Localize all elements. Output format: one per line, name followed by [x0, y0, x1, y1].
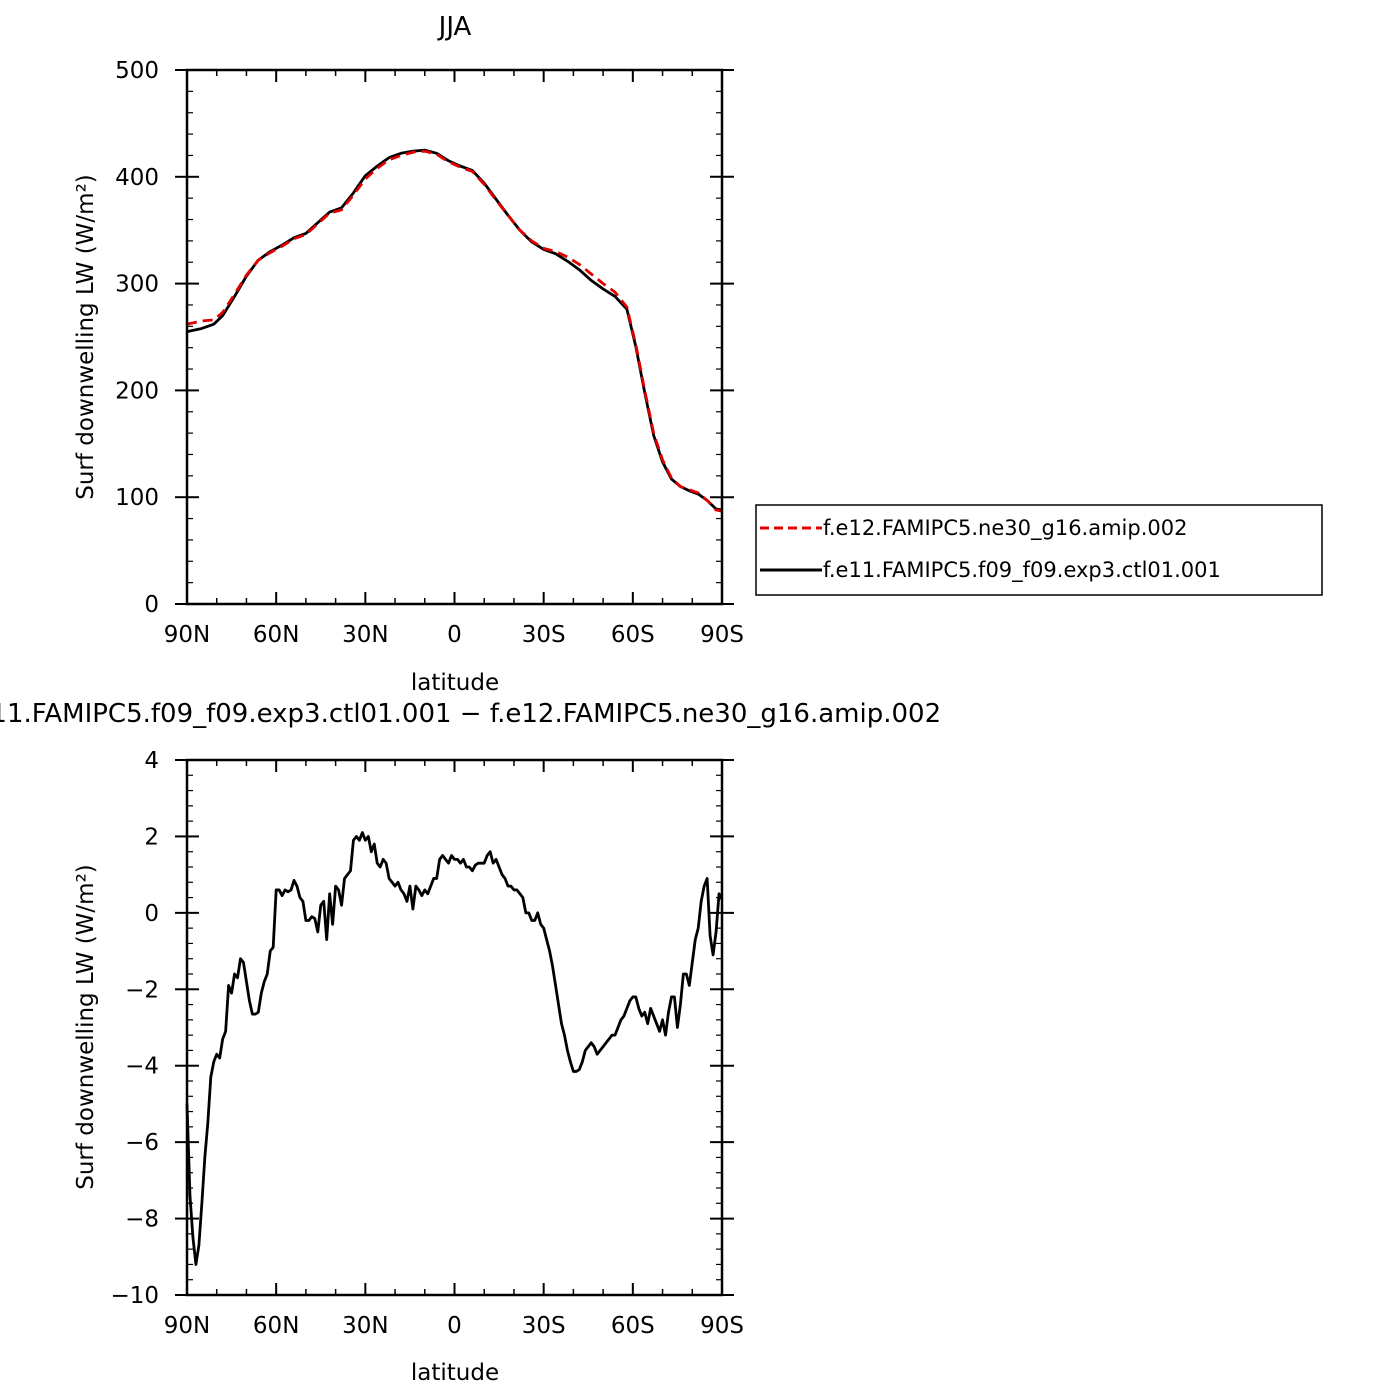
top-x-tick-label: 90N [164, 622, 210, 648]
bottom-x-axis-label: latitude [411, 1360, 499, 1386]
top-x-tick-label: 0 [447, 622, 462, 648]
bottom-y-axis-label: Surf downwelling LW (W/m²) [73, 864, 99, 1190]
top-x-tick-label: 30N [342, 622, 388, 648]
bottom-chart-title: f.e11.FAMIPC5.f09_f09.exp3.ctl01.001 − f… [0, 699, 941, 729]
legend-label-f09: f.e11.FAMIPC5.f09_f09.exp3.ctl01.001 [823, 558, 1221, 583]
bottom-x-tick-label: 90S [700, 1313, 744, 1339]
bottom-y-tick-label: 2 [144, 824, 159, 850]
top-y-tick-label: 400 [115, 165, 159, 191]
top-plot-frame [185, 68, 724, 606]
bottom-series-group [185, 831, 724, 1266]
top-chart-title: JJA [437, 12, 472, 42]
bottom-y-tick-label: 4 [144, 748, 159, 774]
bottom-y-tick-label: −2 [125, 977, 159, 1003]
bottom-x-tick-label: 30N [342, 1313, 388, 1339]
bottom-x-tick-label: 0 [447, 1313, 462, 1339]
top-x-tick-label: 60S [611, 622, 655, 648]
bottom-y-tick-label: −10 [110, 1283, 159, 1309]
bottom-x-tick-labels: 90N 60N 30N 0 30S 60S 90S [164, 1313, 744, 1339]
bottom-panel: f.e11.FAMIPC5.f09_f09.exp3.ctl01.001 − f… [0, 699, 941, 1386]
top-y-tick-labels: 0 100 200 300 400 500 [115, 58, 159, 618]
legend-box [755, 504, 1323, 596]
top-y-axis-label: Surf downwelling LW (W/m²) [73, 174, 99, 500]
top-y-tick-label: 200 [115, 378, 159, 404]
top-x-tick-labels: 90N 60N 30N 0 30S 60S 90S [164, 622, 744, 648]
bottom-x-tick-label: 30S [522, 1313, 566, 1339]
bottom-plot-frame [185, 758, 724, 1297]
top-series-line-0 [186, 149, 723, 513]
top-x-axis-label: latitude [411, 670, 499, 696]
bottom-x-tick-label: 90N [164, 1313, 210, 1339]
bottom-y-tick-label: −4 [125, 1054, 159, 1080]
top-ticks [175, 69, 734, 605]
bottom-y-tick-label: 0 [144, 901, 159, 927]
top-series-line-1 [186, 148, 723, 512]
top-x-tick-label: 30S [522, 622, 566, 648]
top-series-group [186, 148, 723, 513]
top-y-tick-label: 500 [115, 58, 159, 84]
bottom-x-tick-label: 60S [611, 1313, 655, 1339]
bottom-y-tick-label: −6 [125, 1130, 159, 1156]
top-x-tick-label: 60N [253, 622, 299, 648]
legend-label-ne30: f.e12.FAMIPC5.ne30_g16.amip.002 [823, 516, 1187, 541]
bottom-series-line-0 [185, 831, 724, 1266]
top-y-tick-label: 300 [115, 272, 159, 298]
bottom-ticks [175, 759, 734, 1296]
top-x-tick-label: 90S [700, 622, 744, 648]
bottom-y-tick-labels: 4 2 0 −2 −4 −6 −8 −10 [110, 748, 159, 1309]
top-panel: JJA 90N 60N 30N 0 30S 60S 90S 0 100 200 300 400 500… [73, 12, 1323, 696]
top-y-tick-label: 100 [115, 485, 159, 511]
bottom-y-tick-label: −8 [125, 1207, 159, 1233]
top-y-tick-label: 0 [144, 592, 159, 618]
legend: f.e12.FAMIPC5.ne30_g16.amip.002 f.e11.FA… [755, 504, 1323, 596]
bottom-x-tick-label: 60N [253, 1313, 299, 1339]
